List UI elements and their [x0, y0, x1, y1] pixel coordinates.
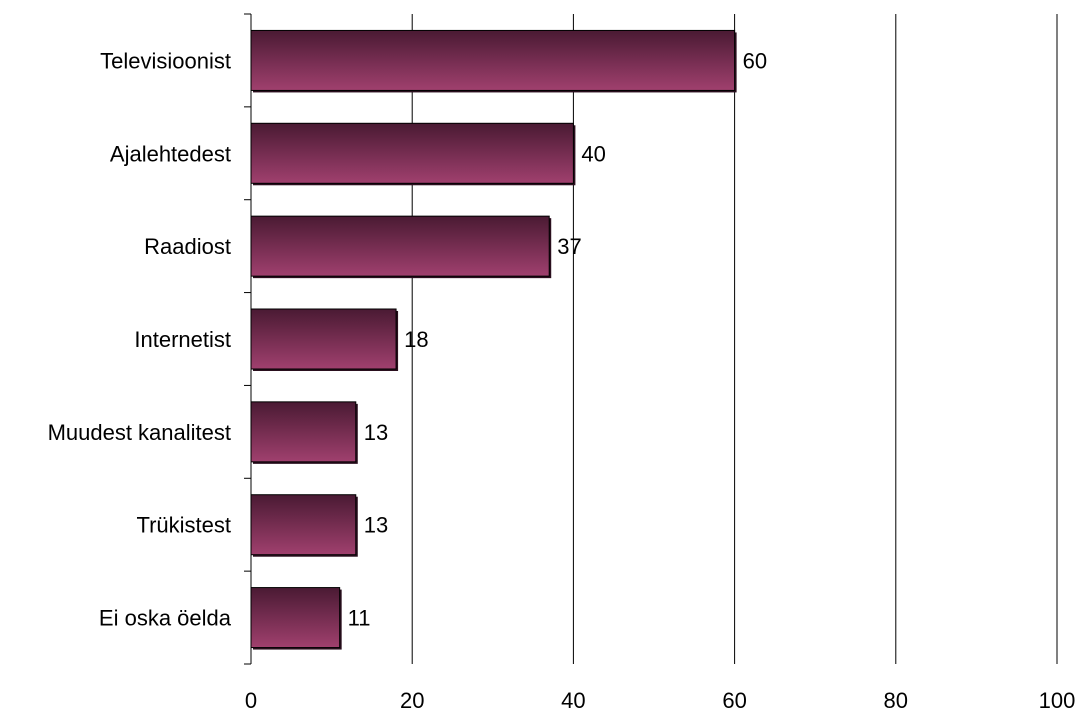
bar: [250, 401, 357, 463]
x-tick-label: 100: [1039, 688, 1076, 709]
category-label: Ajalehtedest: [110, 141, 231, 166]
data-label: 37: [557, 234, 581, 259]
data-label: 40: [581, 141, 605, 166]
bar: [250, 29, 736, 91]
bar: [250, 215, 550, 277]
category-label: Raadiost: [144, 234, 231, 259]
category-label: Trükistest: [136, 513, 231, 538]
category-label: Internetist: [134, 327, 231, 352]
x-tick-label: 80: [884, 688, 908, 709]
bar: [250, 122, 574, 184]
x-tick-label: 40: [561, 688, 585, 709]
data-label: 13: [364, 513, 388, 538]
data-label: 60: [743, 48, 767, 73]
data-label: 13: [364, 420, 388, 445]
gridlines: [411, 14, 1058, 664]
data-label: 11: [348, 606, 371, 631]
category-label: Muudest kanalitest: [48, 420, 231, 445]
bar: [250, 587, 341, 649]
category-label: Televisioonist: [100, 48, 231, 73]
data-label: 18: [404, 327, 428, 352]
x-tick-label: 20: [400, 688, 424, 709]
bar: [250, 308, 397, 370]
labels: 0 20 40 60 80 100 Televisioonist 60 Ajalehtedest…: [48, 48, 1076, 709]
category-label: Ei oska öelda: [99, 606, 232, 631]
x-tick-label: 0: [245, 688, 257, 709]
bars: [250, 29, 737, 650]
axes: [244, 13, 252, 665]
bar: [250, 494, 357, 556]
x-tick-label: 60: [722, 688, 746, 709]
